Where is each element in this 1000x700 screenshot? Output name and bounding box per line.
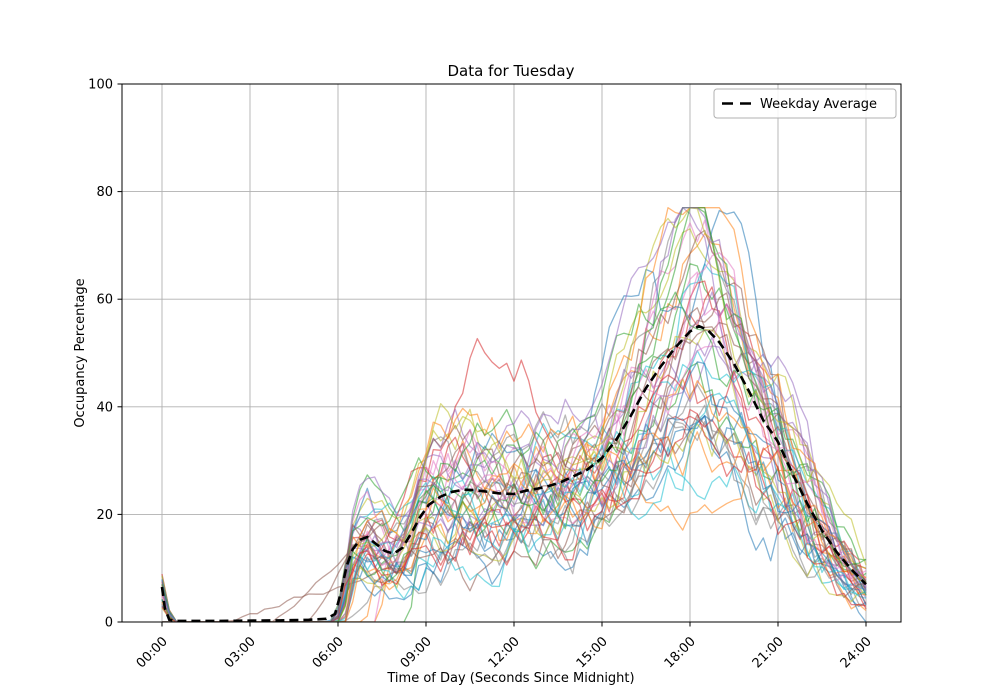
y-tick-label: 40: [96, 400, 113, 415]
day-trace-line: [162, 321, 867, 622]
x-tick-label: 21:00: [750, 634, 787, 671]
grid-lines: [122, 83, 901, 623]
day-trace-line: [162, 291, 867, 622]
day-trace-line: [161, 392, 867, 622]
day-trace-line: [161, 336, 867, 622]
y-tick-label: 20: [96, 508, 113, 523]
x-tick-label: 03:00: [222, 634, 259, 671]
day-trace-line: [161, 423, 867, 622]
legend-frame: [713, 88, 897, 119]
day-trace-line: [162, 271, 867, 622]
day-trace-line: [162, 232, 867, 622]
x-tick-label: 12:00: [486, 634, 523, 671]
x-tick-label: 24:00: [838, 634, 875, 671]
x-tick-label: 15:00: [574, 634, 611, 671]
y-tick-label: 80: [96, 185, 113, 200]
axes-frame: [121, 83, 902, 623]
day-trace-line: [162, 377, 867, 622]
day-trace-line: [161, 415, 867, 622]
day-trace-line: [161, 361, 867, 622]
y-tick-label: 60: [96, 293, 113, 308]
x-tick-label: 06:00: [310, 634, 347, 671]
day-trace-line: [162, 209, 867, 622]
legend-entry-label: Weekday Average: [760, 97, 877, 112]
legend: Weekday Average: [713, 88, 897, 119]
day-trace-line: [161, 207, 867, 622]
x-tick-label: 00:00: [134, 634, 171, 671]
day-trace-line: [161, 408, 867, 622]
day-trace-line: [161, 384, 867, 622]
y-tick-label: 0: [105, 616, 113, 631]
day-trace-line: [161, 207, 867, 622]
x-axis-label: Time of Day (Seconds Since Midnight): [386, 671, 634, 686]
day-trace-line: [162, 292, 867, 622]
day-trace-line: [161, 207, 867, 622]
weekday-average-line: [160, 324, 867, 622]
y-tick-label: 100: [88, 78, 113, 93]
chart-title: Data for Tuesday: [447, 62, 574, 80]
y-axis-label: Occupancy Percentage: [73, 278, 88, 427]
x-tick-label: 18:00: [662, 634, 699, 671]
plot-series: [160, 207, 867, 622]
x-tick-label: 09:00: [398, 634, 435, 671]
ensemble-day-traces: [161, 207, 867, 622]
